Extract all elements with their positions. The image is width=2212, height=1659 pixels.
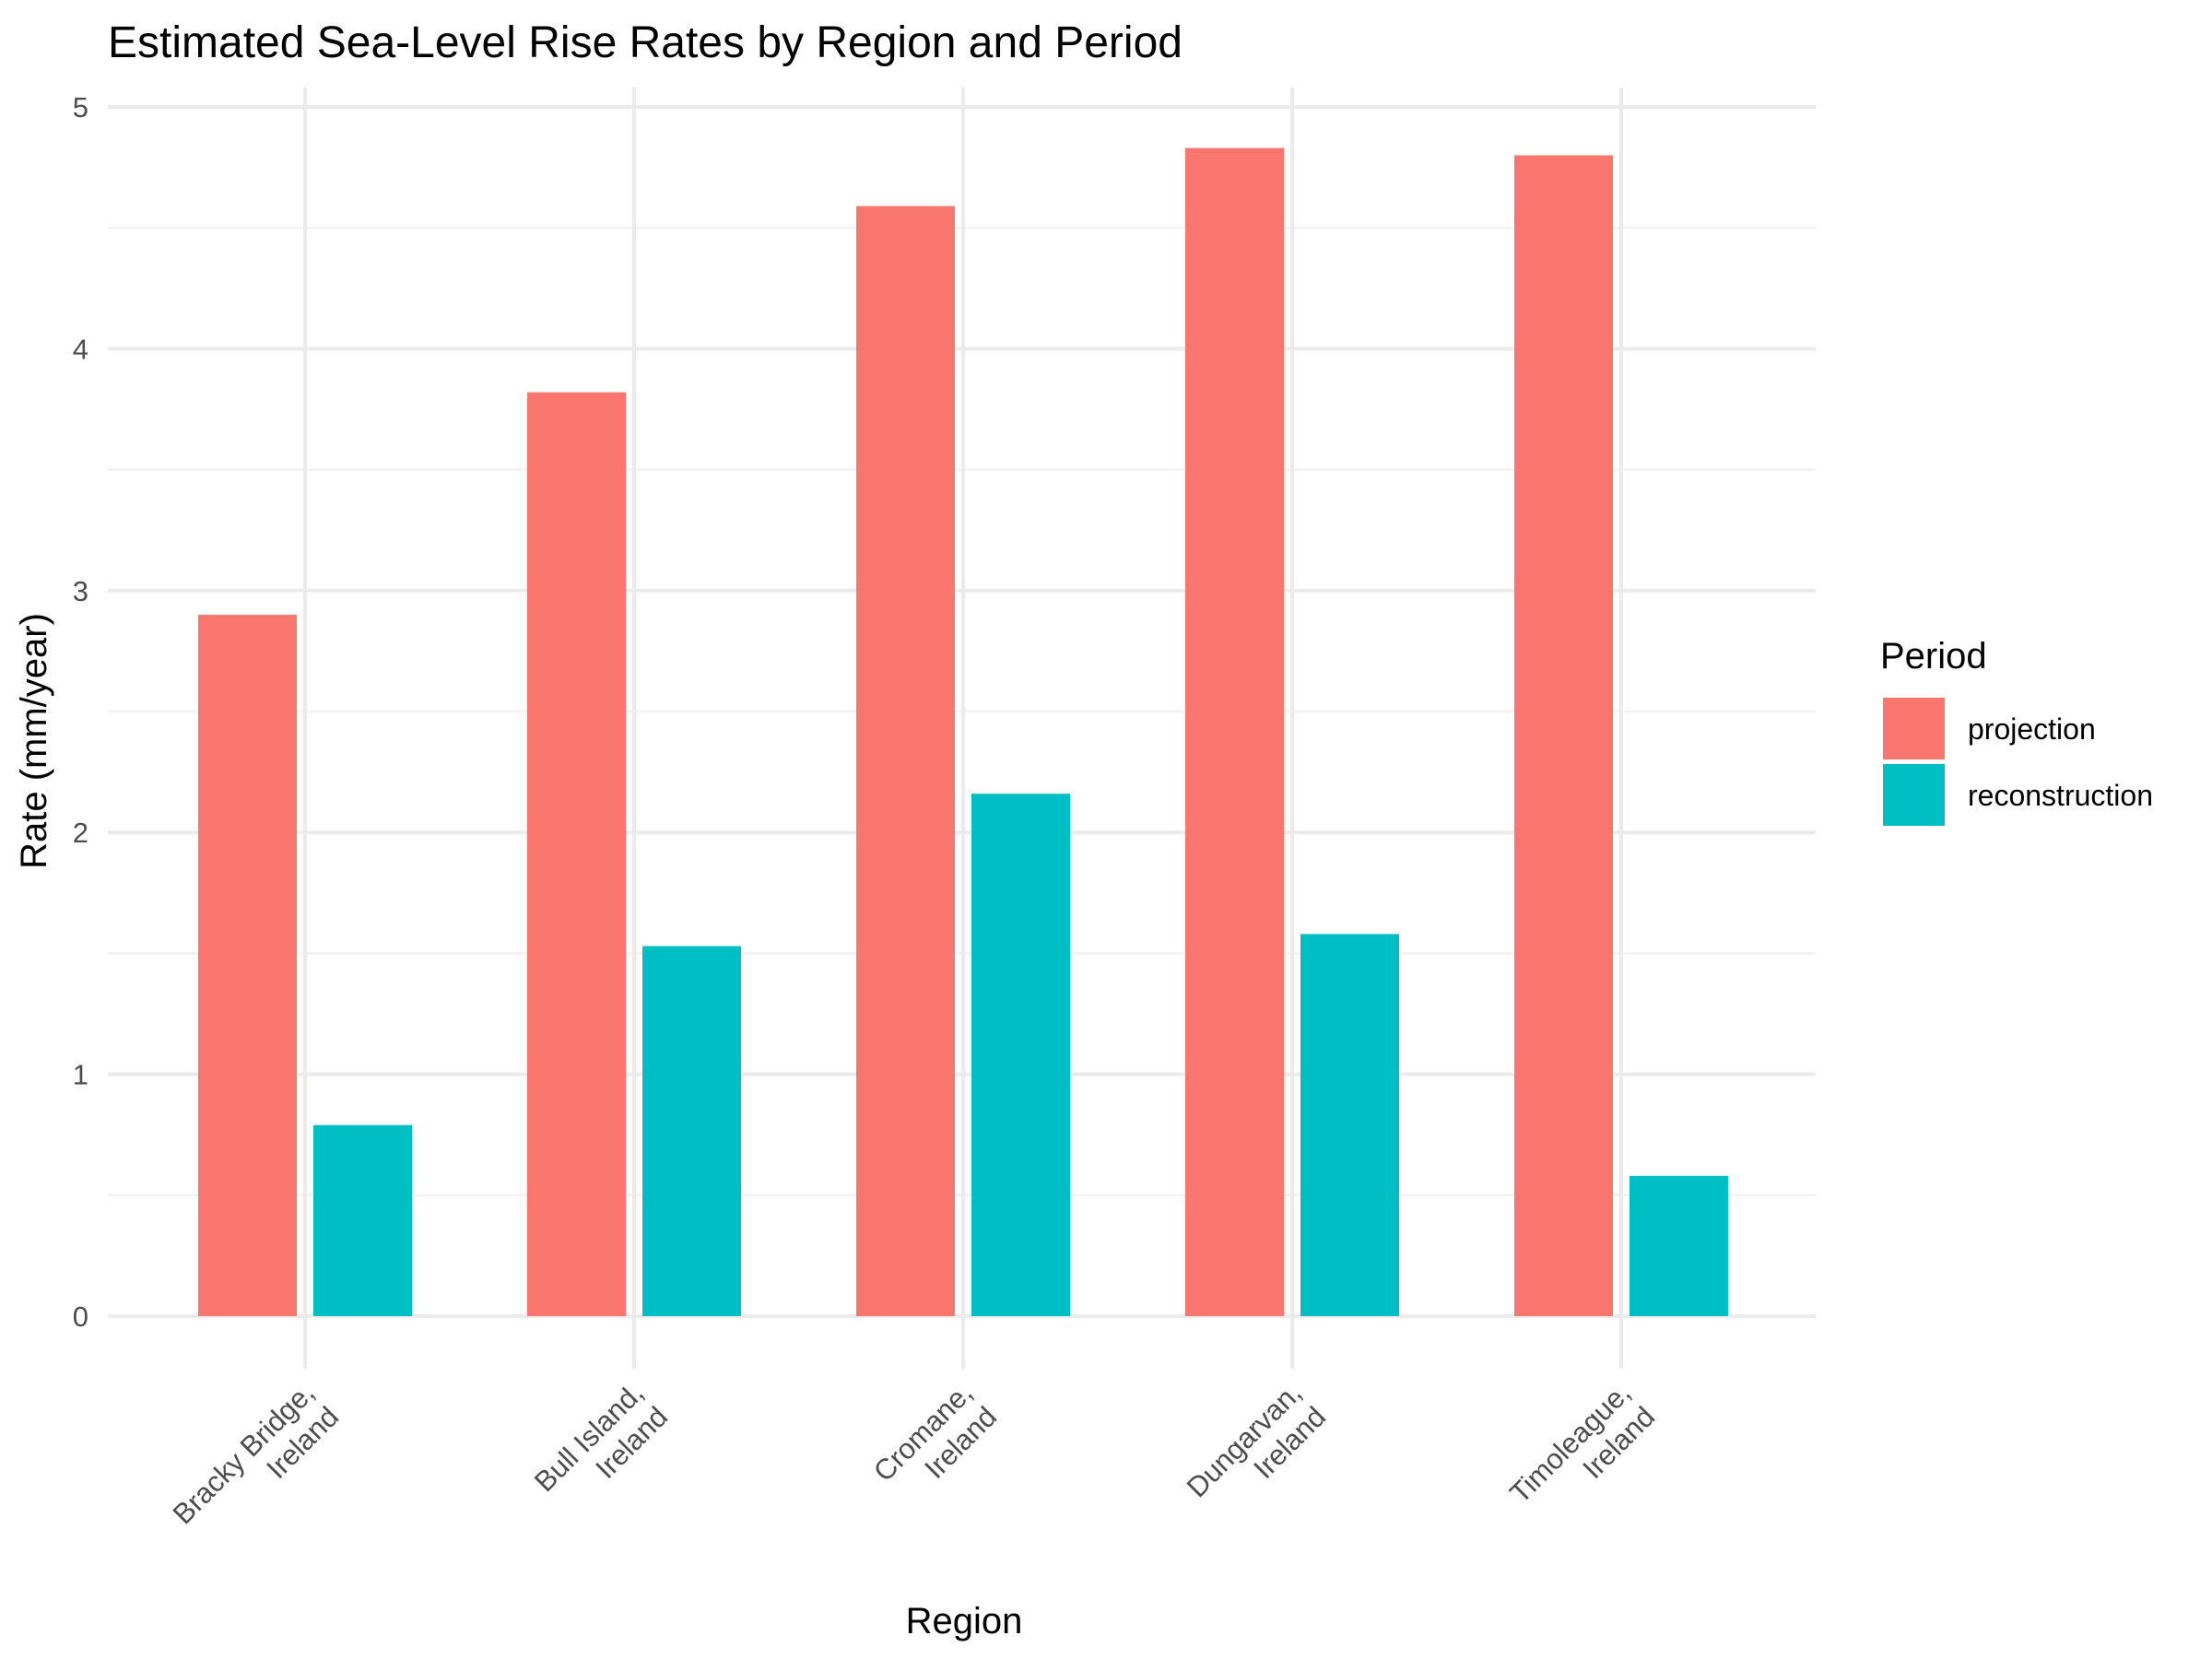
legend-label-reconstruction: reconstruction [1968, 779, 2153, 812]
bar-reconstruction [1630, 1175, 1728, 1316]
legend-title: Period [1880, 636, 1987, 677]
bar-projection [198, 615, 297, 1316]
bar-reconstruction [1300, 934, 1399, 1316]
chart-title: Estimated Sea-Level Rise Rates by Region… [108, 18, 1182, 67]
bar-projection [856, 206, 955, 1317]
x-axis-title: Region [906, 1601, 1023, 1641]
x-axis-ticks: Bracky Bridge,Ireland Bull Island,Ireland… [167, 1376, 1661, 1530]
x-tick-label: Bracky Bridge,Ireland [167, 1376, 345, 1530]
bar-reconstruction [971, 794, 1070, 1316]
y-tick-label: 2 [73, 817, 88, 849]
legend-label-projection: projection [1968, 712, 2096, 746]
y-tick-label: 3 [73, 575, 88, 607]
bar-reconstruction [642, 946, 741, 1316]
bar-reconstruction [313, 1124, 412, 1316]
y-axis-title: Rate (mm/year) [14, 613, 54, 869]
x-tick-label: Timoleague,Ireland [1503, 1376, 1661, 1510]
bar-projection [527, 392, 626, 1317]
y-tick-label: 0 [73, 1300, 88, 1333]
legend-items: projection reconstruction [1883, 698, 2153, 826]
x-tick-label: Cromane,Ireland [867, 1376, 1003, 1488]
y-tick-label: 4 [73, 333, 88, 365]
bar-projection [1514, 155, 1613, 1317]
y-axis-ticks: 0 1 2 3 4 5 [73, 91, 88, 1333]
legend-key-reconstruction [1883, 764, 1945, 826]
y-tick-label: 1 [73, 1059, 88, 1091]
x-tick-label: Dungarvan,Ireland [1181, 1376, 1332, 1503]
bars [198, 147, 1728, 1317]
legend: Period projection reconstruction [1880, 636, 2153, 826]
y-tick-label: 5 [73, 91, 88, 124]
legend-key-projection [1883, 698, 1945, 759]
x-tick-label: Bull Island,Ireland [528, 1376, 674, 1498]
bar-projection [1185, 147, 1284, 1316]
